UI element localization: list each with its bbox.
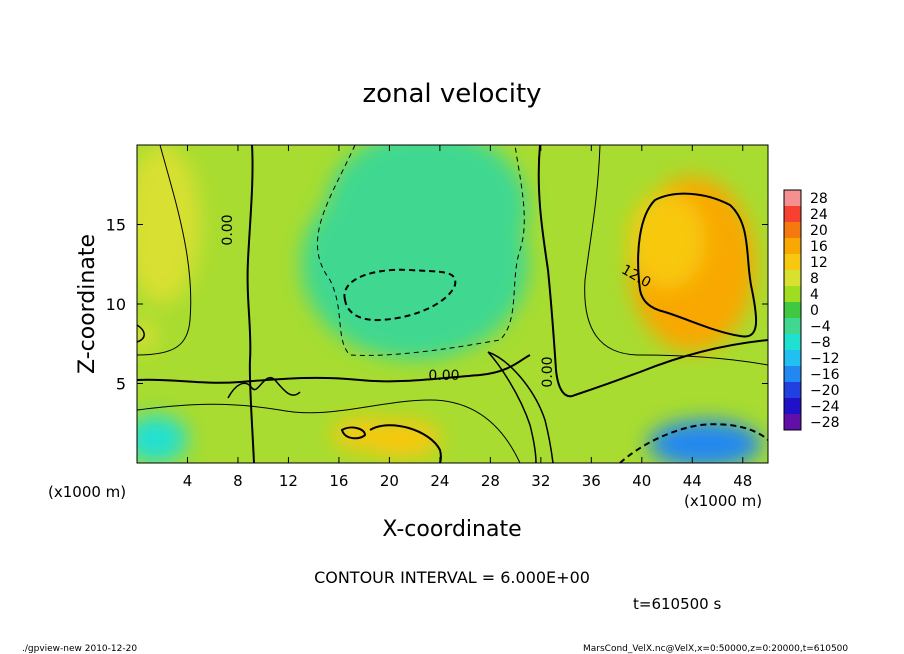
colorbar-swatch: [784, 382, 801, 398]
chart-title: zonal velocity: [362, 79, 541, 109]
contour-neg12: [343, 268, 457, 322]
colorbar-swatch: [784, 286, 801, 302]
time-label: t=610500 s: [633, 595, 721, 613]
field-blob-2: [326, 145, 529, 289]
colorbar-swatch: [784, 350, 801, 366]
y-axis-label: Z-coordinate: [75, 234, 100, 374]
colorbar-swatch: [784, 190, 801, 206]
colorbar-swatch: [784, 302, 801, 318]
x-tick-label: 12: [279, 472, 298, 490]
contour-small-left: [137, 324, 145, 343]
x-axis-label: X-coordinate: [382, 517, 521, 542]
x-tick-label: 20: [380, 472, 399, 490]
x-tick-label: 28: [481, 472, 500, 490]
x-axis: 4 8 12 16 20 24 28 32 36 40 44 48: [183, 145, 752, 490]
contour-zero-left: [246, 145, 255, 463]
x-unit-label-left: (x1000 m): [48, 483, 126, 501]
field-blob-9: [137, 145, 201, 304]
colorbar-swatch: [784, 270, 801, 286]
contour-label: 0.00: [220, 214, 236, 245]
x-tick-label: 24: [430, 472, 449, 490]
contour-pos6-left: [137, 145, 192, 356]
x-tick-label: 16: [329, 472, 348, 490]
contour-pos6-right: [584, 145, 768, 366]
colorbar-label: 8: [810, 271, 819, 287]
footer-right: MarsCond_VelX.nc@VelX,x=0:50000,z=0:2000…: [583, 644, 848, 654]
colorbar-frame: [783, 189, 802, 431]
colorbar-swatch: [784, 318, 801, 334]
colorbar-swatch: [784, 366, 801, 382]
field-blob-8: [137, 415, 188, 463]
x-unit-label-right: (x1000 m): [684, 492, 762, 510]
y-axis: 5 10 15: [106, 216, 768, 394]
colorbar-label: 24: [810, 207, 828, 223]
contour-interval: CONTOUR INTERVAL = 6.000E+00: [314, 568, 590, 587]
colorbar-swatch: [784, 222, 801, 238]
contour-zero-right: [537, 145, 768, 398]
contour-zero-mid: [137, 354, 531, 384]
x-tick-label: 4: [183, 472, 193, 490]
colorbar-swatch: [784, 398, 801, 414]
x-tick-label: 36: [582, 472, 601, 490]
colorbar-label: 28: [810, 191, 828, 207]
contour-label: 0.00: [428, 368, 459, 384]
y-tick-label: 5: [116, 375, 126, 394]
colorbar-label: −8: [810, 335, 831, 351]
colorbar-label: 12: [810, 255, 828, 271]
y-tick-label: 10: [106, 295, 126, 314]
colorbar-swatch: [784, 334, 801, 350]
y-tick-label: 15: [106, 216, 126, 235]
field-blob-4: [629, 192, 705, 289]
contour-pos12: [637, 192, 758, 338]
colorbar-label: 4: [810, 287, 819, 303]
contour-lines: [137, 145, 768, 463]
contour-neg12-bottom: [619, 423, 768, 463]
contour-pos6-low: [137, 399, 521, 463]
colorbar-label: 0: [810, 303, 819, 319]
colorbar-swatch: [784, 414, 801, 430]
x-tick-label: 44: [683, 472, 702, 490]
colorbar-label: −20: [810, 383, 840, 399]
contour-plume: [487, 351, 554, 463]
x-tick-label: 48: [733, 472, 752, 490]
velocity-field: [137, 145, 762, 463]
colorbar-label: −4: [810, 319, 831, 335]
contour-wiggle: [227, 377, 301, 399]
colorbar-label: −16: [810, 367, 840, 383]
colorbar-swatch: [784, 254, 801, 270]
colorbar-swatch: [784, 206, 801, 222]
contour-pos12-bottom: [340, 424, 442, 463]
colorbar-label: −28: [810, 415, 840, 431]
colorbar-swatch: [784, 238, 801, 254]
x-tick-label: 40: [632, 472, 651, 490]
colorbar-label: 20: [810, 223, 828, 239]
footer-left: ./gpview-new 2010-12-20: [22, 644, 137, 654]
x-tick-label: 8: [233, 472, 243, 490]
colorbar-label: −12: [810, 351, 840, 367]
colorbar-label: 16: [810, 239, 828, 255]
x-tick-label: 32: [531, 472, 550, 490]
contour-label: 0.00: [540, 356, 556, 387]
colorbar-label: −24: [810, 399, 840, 415]
contour-neg6: [316, 145, 525, 356]
